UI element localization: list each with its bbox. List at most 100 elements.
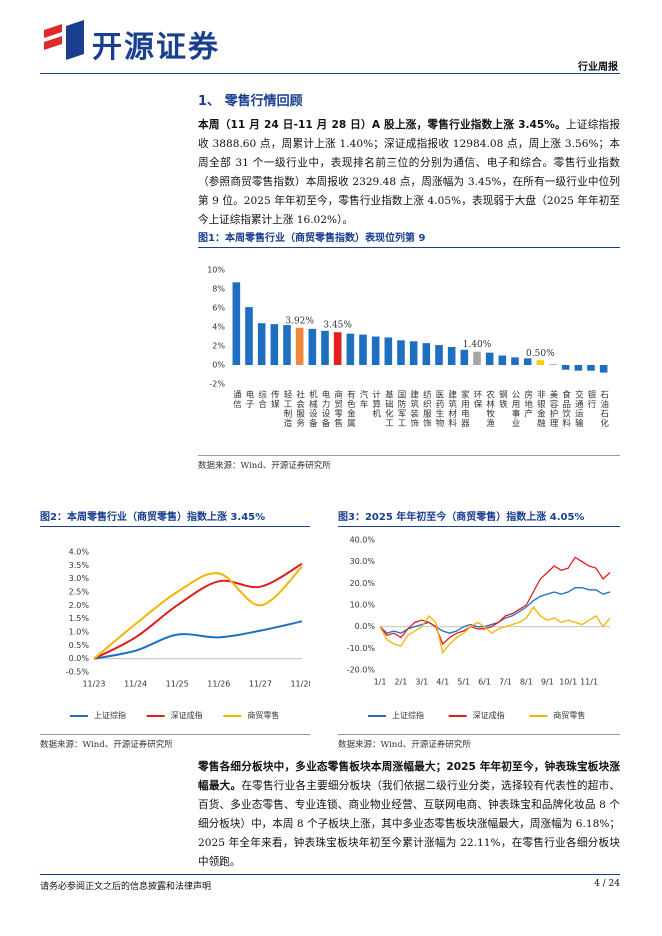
figure-source: 数据来源：Wind、开源证券研究所 (338, 734, 620, 750)
line-chart: -0.5% 0.0% 0.5% 1.0% 1.5% 2.0% 2.5% 3.0% 3.5% 4.0… (66, 548, 310, 721)
y-tick-label: 6% (212, 304, 225, 313)
report-type: 行业周报 (578, 62, 618, 73)
bar (561, 365, 570, 370)
y-tick-label: -20.0% (347, 666, 376, 675)
bar (295, 327, 304, 365)
x-tick-label: 11/25 (166, 680, 189, 689)
y-tick-label: 20.0% (350, 579, 376, 588)
bar (308, 328, 317, 365)
x-tick-label: 社会服务 (295, 389, 305, 428)
x-tick-label: 环保 (472, 390, 482, 409)
x-tick-label: 建筑材料 (447, 389, 457, 428)
bar (257, 323, 266, 365)
y-tick-label: 10.0% (350, 601, 376, 610)
x-tick-label: 房地产 (523, 389, 533, 418)
bar (523, 358, 532, 365)
y-tick-label: 40.0% (350, 536, 376, 545)
line-chart: -20.0% -10.0% 0.0% 10.0% 20.0% 30.0% 40.0% 1/1 2… (347, 536, 611, 720)
header-rule (40, 73, 620, 74)
x-tick-label: 汽车 (358, 389, 368, 409)
x-tick-label: 11/28 (290, 680, 310, 689)
legend-label: 上证综指 (392, 710, 424, 720)
x-tick-label: 食品饮料 (561, 389, 571, 428)
x-tick-label: 11/24 (124, 680, 147, 689)
bar (511, 357, 519, 365)
y-tick-label: 1.5% (69, 614, 90, 623)
x-tick-label: 10/1 (559, 678, 577, 687)
series-line (93, 562, 303, 660)
y-tick-label: 2.5% (69, 588, 90, 597)
logo-shape (66, 20, 84, 60)
bar (321, 330, 329, 365)
y-tick-label: 8% (212, 285, 225, 294)
bar (409, 341, 418, 365)
x-tick-label: 交通运输 (573, 389, 583, 428)
legend-label: 商贸零售 (247, 710, 279, 720)
page-number: 4 / 24 (594, 879, 620, 889)
paragraph: 零售各细分板块中，多业态零售板块本周涨幅最大；2025 年年初至今，钟表珠宝板块… (198, 758, 620, 872)
y-tick-label: -10.0% (347, 644, 376, 653)
x-tick-label: 电力设备 (320, 389, 330, 428)
bar (397, 340, 405, 365)
logo-icon (44, 20, 84, 60)
figure-source: 数据来源：Wind、开源证券研究所 (198, 455, 620, 471)
y-tick-label: 0.5% (69, 641, 90, 650)
y-tick-label: 0.0% (355, 622, 376, 631)
data-label: 3.92% (285, 316, 314, 326)
y-tick-label: 3.0% (69, 574, 90, 583)
bar (460, 349, 469, 365)
bar (283, 325, 291, 365)
y-tick-label: 3.5% (69, 561, 90, 570)
x-tick-label: 7/1 (499, 678, 512, 687)
paragraph: 本周（11 月 24 日-11 月 28 日）A 股上涨，零售行业指数上涨 3.… (198, 116, 620, 230)
bar (422, 343, 431, 365)
paragraph-text: 上证综指报收 3888.60 点，周累计上涨 1.40%；深证成指报收 1298… (198, 119, 620, 226)
figure-title: 图3：2025 年年初至今（商贸零售）指数上涨 4.05% (338, 508, 620, 527)
paragraph-lead: 本周（11 月 24 日-11 月 28 日）A 股上涨，零售行业指数上涨 3.… (198, 119, 566, 131)
y-tick-label: 0% (212, 361, 225, 370)
x-tick-label: 钢铁 (497, 389, 507, 409)
bar (574, 365, 583, 371)
series-line (379, 587, 611, 634)
bar (435, 345, 443, 365)
x-tick-label: 有色金属 (345, 389, 355, 428)
bar (245, 307, 253, 365)
x-tick-label: 通信 (231, 389, 241, 409)
figure-title: 图1：本周零售行业（商贸零售指数）表现位列第 9 (198, 229, 620, 248)
x-tick-label: 1/1 (374, 678, 387, 687)
bar (498, 355, 507, 365)
bar (371, 336, 380, 365)
logo-text: 开源证券 (92, 30, 220, 65)
figure-source: 数据来源：Wind、开源证券研究所 (40, 734, 310, 750)
x-tick-label: 9/1 (541, 678, 554, 687)
x-tick-label: 美容护理 (548, 389, 558, 428)
y-tick-label: 2% (212, 342, 225, 351)
section-title: 1、 零售行情回顾 (198, 94, 303, 109)
x-tick-label: 综合 (257, 389, 267, 409)
y-tick-label: -0.5% (66, 668, 90, 677)
x-tick-label: 商贸零售 (333, 389, 343, 428)
x-tick-label: 11/26 (207, 680, 230, 689)
logo-shape (44, 36, 62, 50)
bar (333, 332, 342, 365)
data-label: 3.45% (323, 321, 352, 331)
x-tick-label: 电子 (244, 389, 254, 409)
legend-label: 商贸零售 (553, 710, 585, 720)
y-tick-label: 1.0% (69, 628, 90, 637)
x-tick-label: 传媒 (269, 389, 279, 409)
x-tick-label: 6/1 (478, 678, 491, 687)
paragraph-lead: 零售各细分板块中，多业态零售板块本周涨幅最大；2025 年年初至今，钟表珠宝板块… (198, 761, 620, 792)
bar (359, 334, 367, 365)
x-tick-label: 建筑装饰 (409, 389, 419, 428)
footer-disclaimer: 请务必参阅正文之后的信息披露和法律声明 (40, 882, 212, 892)
bar (599, 365, 608, 373)
x-tick-label: 2/1 (394, 678, 407, 687)
series-line (93, 620, 303, 660)
x-tick-label: 国防军工 (396, 390, 406, 428)
data-label: 0.50% (526, 349, 555, 359)
bar (485, 352, 494, 365)
x-tick-label: 银行 (586, 389, 596, 409)
x-tick-label: 农林牧渔 (485, 389, 495, 428)
y-tick-label: 4.0% (69, 548, 90, 557)
logo-shape (44, 24, 62, 38)
